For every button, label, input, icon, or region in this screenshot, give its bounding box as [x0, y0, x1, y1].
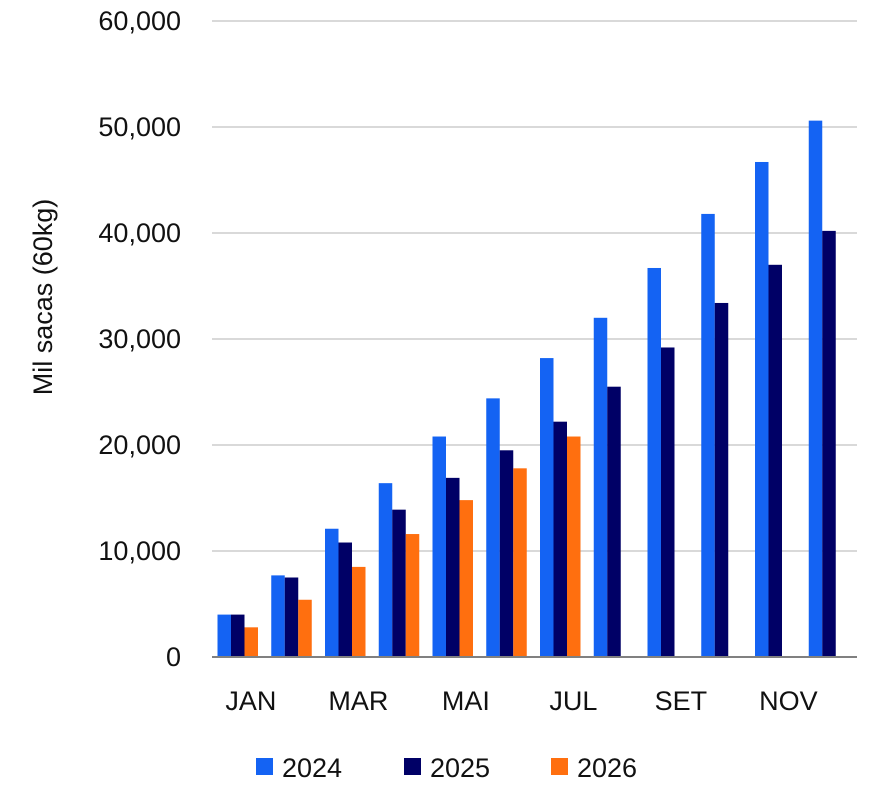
bar-2025-jul — [553, 421, 567, 657]
bar-2025-abr — [392, 509, 406, 657]
bar-2026-mar — [352, 566, 366, 657]
bar-2025-dez — [822, 230, 836, 657]
bar-2025-nov — [768, 264, 782, 657]
legend: 2024 2025 2026 — [256, 753, 637, 783]
bar-2026-jul — [567, 436, 581, 657]
bars — [217, 120, 836, 658]
x-axis-ticks: JAN MAR MAI JUL SET NOV — [225, 686, 817, 716]
bar-2026-jun — [513, 468, 527, 657]
y-tick-label: 50,000 — [98, 112, 181, 142]
y-axis-title: Mil sacas (60kg) — [28, 199, 58, 396]
bar-2026-jan — [244, 627, 258, 657]
legend-swatch-2025 — [404, 758, 421, 775]
x-tick-label: SET — [655, 686, 708, 716]
y-tick-label: 60,000 — [98, 6, 181, 36]
bar-2026-mai — [459, 500, 473, 657]
bar-2024-jun — [486, 398, 500, 657]
bar-2024-mar — [325, 528, 339, 657]
bar-2024-nov — [755, 161, 769, 658]
y-tick-label: 20,000 — [98, 430, 181, 460]
bar-2024-ago — [593, 317, 608, 657]
y-axis-ticks: 0 10,000 20,000 30,000 40,000 50,000 60,000 — [98, 6, 181, 672]
x-tick-label: MAR — [328, 686, 388, 716]
bar-2024-abr — [378, 483, 393, 657]
bar-2025-set — [661, 347, 675, 657]
y-tick-label: 10,000 — [98, 536, 181, 566]
legend-swatch-2026 — [551, 758, 568, 775]
x-tick-label: NOV — [759, 686, 818, 716]
bar-2024-fev — [271, 575, 285, 657]
bar-2025-ago — [607, 386, 621, 657]
bar-2024-jul — [540, 358, 554, 657]
y-tick-label: 0 — [166, 642, 181, 672]
y-tick-label: 30,000 — [98, 324, 181, 354]
bar-2025-jun — [499, 450, 514, 657]
bar-2025-mai — [446, 477, 460, 657]
bar-2024-dez — [808, 120, 823, 657]
bar-2024-set — [647, 267, 661, 657]
bar-2025-jan — [231, 614, 245, 657]
legend-label-2025: 2025 — [430, 753, 490, 783]
bar-2024-mai — [432, 436, 446, 657]
x-tick-label: JAN — [225, 686, 276, 716]
bar-2026-fev — [298, 599, 312, 657]
x-tick-label: MAI — [442, 686, 490, 716]
y-tick-label: 40,000 — [98, 218, 181, 248]
bar-2024-out — [701, 213, 715, 658]
bar-2025-fev — [284, 577, 299, 657]
legend-swatch-2024 — [256, 758, 273, 775]
legend-label-2024: 2024 — [282, 753, 342, 783]
bar-2025-mar — [338, 542, 352, 657]
legend-label-2026: 2026 — [577, 753, 637, 783]
x-tick-label: JUL — [549, 686, 597, 716]
bar-2025-out — [714, 302, 729, 657]
bar-2024-jan — [217, 614, 231, 657]
bar-2026-abr — [405, 534, 420, 657]
gridlines — [212, 20, 857, 552]
